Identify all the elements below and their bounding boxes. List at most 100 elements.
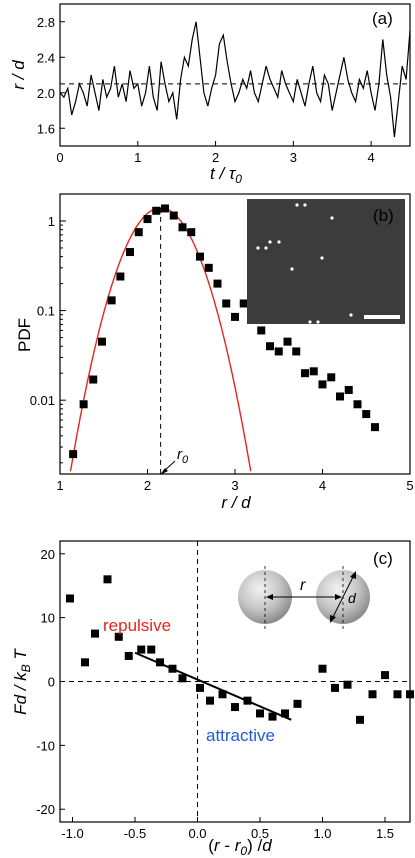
data-point [231,703,239,712]
panel-c-xlabel: (r - r0) /d [208,836,272,858]
panel-b-r0-annotation: r0 [160,446,189,475]
data-point [301,369,309,378]
svg-text:r: r [300,577,306,594]
panel-c-y-ticks: -20 -10 0 10 20 [36,547,65,817]
panel-b-y-ticks: 0.01 0.1 1 [30,214,66,464]
data-point [69,450,78,459]
data-point [331,683,339,692]
data-point [356,715,364,724]
x-tick-label: 1 [134,150,141,165]
x-tick-label: 5 [406,478,413,493]
data-point [147,645,156,654]
data-point [103,575,112,584]
data-point [91,629,99,638]
data-point [98,337,106,346]
data-point [327,373,336,382]
y-tick-label: 2.4 [37,50,55,65]
panel-a-y-ticks: 1.6 2.0 2.4 2.8 [37,15,65,136]
data-point [406,690,414,699]
panel-a-trajectory-line [59,21,411,138]
x-tick-label: 0.0 [188,826,206,841]
y-tick-label: 2.8 [37,15,55,30]
data-point [231,312,239,321]
panel-a-frame [59,3,411,147]
data-point [393,690,402,699]
y-tick-label: 0.01 [30,393,55,408]
data-point [161,204,169,213]
data-point [126,248,134,257]
data-point [187,228,196,237]
x-tick-label: -1.0 [61,826,83,841]
repulsive-label: repulsive [103,616,171,635]
data-point [134,228,143,237]
panel-c-x-ticks: -1.0 -0.5 0.0 0.5 1.0 1.5 [61,817,394,841]
y-tick-label: -20 [36,802,55,817]
panel-b-xlabel: r / d [221,493,251,512]
panel-b-ylabel: PDF [15,318,34,352]
data-point [368,690,377,699]
x-tick-label: 4 [367,150,374,165]
x-tick-label: 3 [231,478,238,493]
panel-c-inset-diagram: r d [238,566,370,631]
panel-b-inset-image [247,199,405,324]
panel-a-xlabel: t / τ0 [210,164,242,186]
data-point [124,651,133,660]
data-point [213,279,222,288]
data-point [281,709,289,718]
data-point [196,252,204,261]
x-tick-label: 2 [212,150,219,165]
panel-c-ylabel: Fd / kB T [11,648,33,715]
x-tick-label: 1.0 [313,826,331,841]
data-point [114,632,123,641]
x-tick-label: 4 [319,478,326,493]
y-tick-label: 20 [41,547,55,562]
data-point [178,223,187,232]
data-point [344,385,353,394]
data-point [353,400,362,409]
data-point [274,347,283,356]
x-tick-label: 1 [56,478,63,493]
data-point [371,423,379,432]
panel-a-ylabel: r / d [9,60,28,90]
panel-c-data-points [66,575,414,724]
attractive-label: attractive [206,726,275,745]
data-point [196,683,204,692]
data-point [343,680,352,689]
data-point [152,206,161,215]
panel-b: 1 2 3 4 5 0.01 0.1 1 (b) PDF r / d r0 [15,193,414,512]
data-point [137,645,146,654]
data-point [222,299,231,308]
data-point [336,392,344,401]
data-point [169,211,178,220]
x-tick-label: 0 [56,150,63,165]
panel-a-label: (a) [372,9,393,28]
data-point [218,690,227,699]
x-tick-label: -0.5 [124,826,146,841]
svg-text:r0: r0 [177,446,189,466]
x-tick-label: 3 [290,150,297,165]
data-point [256,709,264,718]
data-point [168,664,177,673]
data-point [239,299,248,308]
data-point [107,296,116,305]
x-tick-label: 0.5 [251,826,269,841]
panel-b-label: (b) [373,206,394,225]
x-tick-label: 1.5 [376,826,394,841]
svg-text:d: d [348,590,357,606]
y-tick-label: 0.1 [37,304,55,319]
data-point [178,674,187,683]
data-point [66,594,74,603]
data-point [381,671,389,680]
data-point [89,375,98,384]
data-point [156,658,164,667]
panel-b-x-ticks: 1 2 3 4 5 [56,469,414,493]
data-point [283,337,292,346]
data-point [204,263,213,272]
data-point [143,215,152,224]
data-point [309,367,318,376]
data-point [318,664,327,673]
data-point [206,696,214,705]
data-point [243,696,252,705]
panel-a-x-ticks: 0 1 2 3 4 [56,141,375,165]
